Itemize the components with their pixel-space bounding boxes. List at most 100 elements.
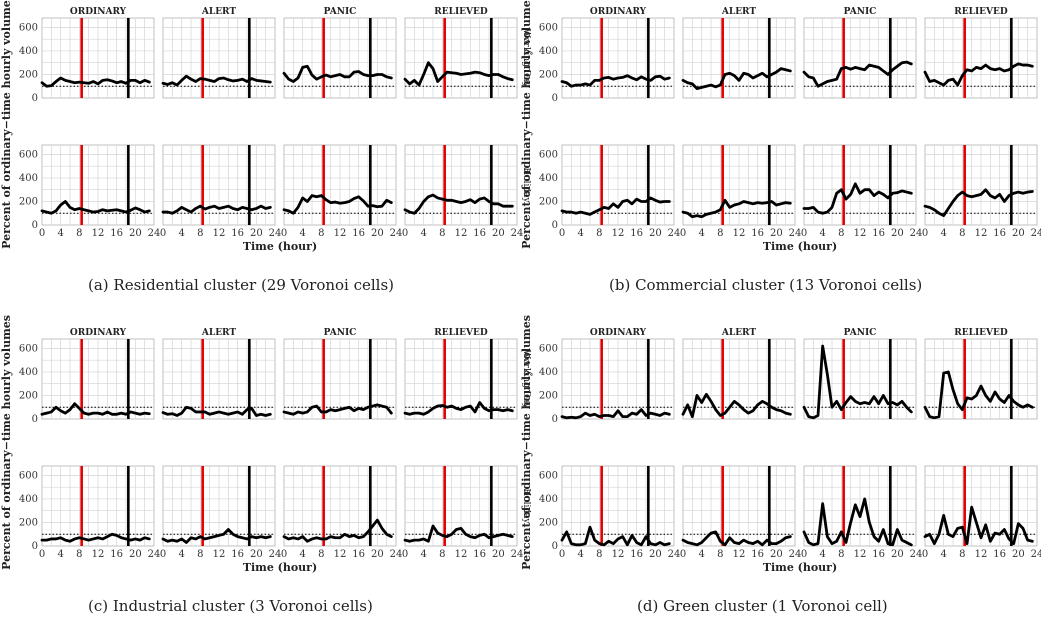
x-tick-label: 12: [975, 549, 988, 560]
x-tick-label: 20: [649, 228, 662, 239]
series-line: [40, 532, 151, 543]
x-tick-label: 4: [940, 549, 946, 560]
figure-panel-group-0: ORDINARY ALERT PANIC RELIEVED Percent of ord…: [0, 0, 531, 253]
x-tick-label: 12: [213, 549, 226, 560]
x-tick-label: 16: [352, 228, 365, 239]
x-tick-label: 4: [57, 549, 63, 560]
x-tick-label: 20: [250, 228, 263, 239]
x-tick-label: 12: [612, 228, 625, 239]
x-tick-label: 20: [371, 228, 384, 239]
x-tick-label: 12: [733, 228, 746, 239]
row-label: Working Day: [521, 29, 531, 89]
x-tick-label: 8: [717, 549, 723, 560]
row-label: Working Day: [521, 350, 531, 410]
x-tick-label: 24: [269, 549, 282, 560]
x-tick-label: 24: [148, 549, 161, 560]
series-line: [560, 196, 671, 216]
x-tick-label: 16: [993, 549, 1006, 560]
x-tick-label: 4: [420, 228, 426, 239]
x-tick-label: 0: [559, 549, 565, 560]
x-tick-label: 4: [577, 228, 583, 239]
x-tick-label: 12: [92, 228, 105, 239]
x-tick-label: 8: [439, 228, 445, 239]
y-tick-label: 200: [539, 196, 558, 207]
y-tick-label: 400: [19, 367, 38, 378]
series-line: [161, 528, 272, 544]
y-tick-label: 400: [19, 46, 38, 57]
x-tick-label: 24: [910, 228, 923, 239]
series-line: [560, 525, 671, 547]
x-tick-label: 4: [299, 228, 305, 239]
x-tick-label: 16: [231, 228, 244, 239]
y-tick-label: 400: [539, 46, 558, 57]
x-tick-label: 16: [751, 549, 764, 560]
y-tick-label: 0: [32, 220, 38, 231]
x-tick-label: 0: [680, 228, 686, 239]
x-axis-label: Time (hour): [763, 561, 837, 574]
figure-panel-group-1: ORDINARY ALERT PANIC RELIEVED Percent of ord…: [520, 0, 1041, 253]
y-tick-label: 600: [19, 343, 38, 354]
column-title: PANIC: [324, 7, 357, 17]
series-line: [802, 344, 913, 420]
y-tick-label: 200: [19, 196, 38, 207]
x-tick-label: 4: [299, 549, 305, 560]
y-tick-label: 400: [19, 173, 38, 184]
x-tick-label: 0: [402, 228, 408, 239]
y-tick-label: 0: [32, 414, 38, 425]
series-line: [681, 530, 792, 547]
x-tick-label: 4: [178, 549, 184, 560]
x-tick-label: 20: [649, 549, 662, 560]
y-axis-label: Percent of ordinary−time hourly volumes: [520, 0, 533, 249]
y-tick-label: 400: [539, 367, 558, 378]
row-label: Holiday: [521, 488, 531, 524]
x-tick-label: 16: [231, 549, 244, 560]
x-tick-label: 4: [420, 549, 426, 560]
series-line: [923, 188, 1034, 217]
y-tick-label: 600: [19, 470, 38, 481]
series-line: [403, 524, 514, 543]
x-tick-label: 16: [630, 549, 643, 560]
series-line: [282, 194, 393, 215]
x-tick-label: 8: [197, 228, 203, 239]
x-tick-label: 0: [39, 549, 45, 560]
x-axis-label: Time (hour): [243, 240, 317, 253]
x-tick-label: 20: [891, 549, 904, 560]
y-tick-label: 0: [552, 414, 558, 425]
x-tick-label: 12: [975, 228, 988, 239]
x-tick-label: 20: [129, 228, 142, 239]
y-tick-label: 400: [19, 494, 38, 505]
x-tick-label: 16: [473, 549, 486, 560]
x-tick-label: 4: [178, 228, 184, 239]
x-tick-label: 4: [819, 549, 825, 560]
x-tick-label: 16: [872, 228, 885, 239]
x-tick-label: 0: [39, 228, 45, 239]
x-tick-label: 24: [269, 228, 282, 239]
y-tick-label: 200: [539, 390, 558, 401]
y-tick-label: 0: [552, 93, 558, 104]
x-tick-label: 4: [698, 549, 704, 560]
column-title: RELIEVED: [434, 328, 488, 338]
x-tick-label: 16: [872, 549, 885, 560]
x-tick-label: 8: [596, 549, 602, 560]
y-tick-label: 400: [539, 494, 558, 505]
column-title: PANIC: [844, 328, 877, 338]
x-tick-label: 0: [922, 549, 928, 560]
x-tick-label: 24: [910, 549, 923, 560]
x-tick-label: 12: [334, 549, 347, 560]
column-title: ALERT: [721, 7, 756, 17]
series-line: [161, 74, 272, 87]
series-line: [403, 193, 514, 215]
x-tick-label: 0: [281, 549, 287, 560]
x-tick-label: 24: [511, 549, 524, 560]
x-tick-label: 20: [1012, 228, 1025, 239]
x-tick-label: 8: [838, 228, 844, 239]
row-label: Holiday: [521, 167, 531, 203]
y-tick-label: 600: [539, 470, 558, 481]
series-line: [40, 76, 151, 88]
x-tick-label: 8: [959, 228, 965, 239]
column-title: ORDINARY: [70, 328, 127, 338]
x-tick-label: 8: [76, 228, 82, 239]
series-line: [161, 405, 272, 417]
x-tick-label: 12: [455, 228, 468, 239]
y-axis-label: Percent of ordinary−time hourly volumes: [0, 0, 13, 249]
